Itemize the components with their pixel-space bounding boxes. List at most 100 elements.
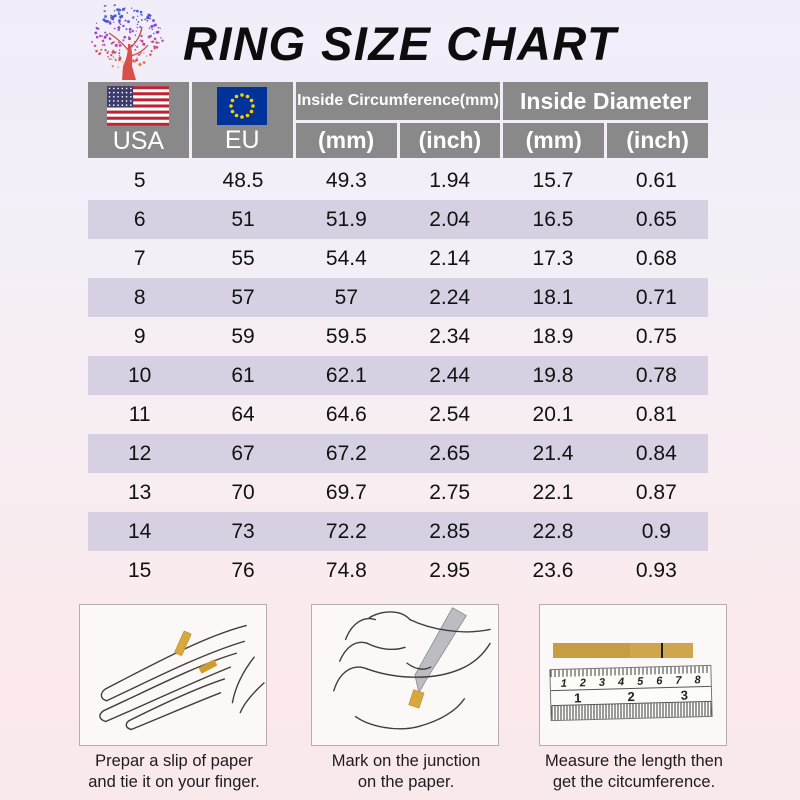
table-cell: 2.75 [429, 480, 471, 504]
ruler-inch-ticks [551, 700, 712, 721]
table-row: 14 73 72.2 2.85 22.8 0.9 [88, 512, 708, 551]
table-cell: 73 [231, 519, 255, 543]
eu-label: EU [224, 126, 260, 154]
marking-pen-illustration [333, 607, 491, 730]
table-cell: 9 [133, 324, 146, 348]
tree-trunk [122, 44, 136, 80]
size-table-rows: 5 48.5 49.3 1.94 15.7 0.61 6 51 51.9 2.04 16.5 0.65… [88, 161, 708, 590]
size-table-header: USA EU Inside Circumference(mm) Inside D… [88, 82, 708, 158]
table-cell: 2.14 [429, 246, 471, 270]
table-cell: 0.75 [635, 324, 677, 348]
table-cell: 18.9 [532, 324, 574, 348]
paper-strip-marked [408, 689, 425, 709]
table-cell: 13 [127, 480, 152, 504]
column-header-eu: EU [191, 82, 293, 158]
tree-logo-icon [90, 4, 165, 80]
table-cell: 10 [127, 363, 152, 387]
junction-mark [660, 643, 663, 658]
table-cell: 2.54 [429, 402, 471, 426]
table-cell: 0.81 [635, 402, 677, 426]
table-cell: 0.68 [635, 246, 677, 270]
table-row: 5 48.5 49.3 1.94 15.7 0.61 [88, 161, 708, 200]
ruler-number: 7 [675, 674, 682, 687]
table-cell: 2.85 [429, 519, 471, 543]
table-cell: 2.95 [429, 558, 471, 582]
column-header-circumference-inch: (inch) [399, 123, 501, 158]
table-cell: 22.8 [532, 519, 574, 543]
table-cell: 2.04 [429, 207, 471, 231]
ruler-number: 3 [680, 687, 689, 703]
table-cell: 12 [127, 441, 152, 465]
table-cell: 51.9 [325, 207, 367, 231]
table-cell: 59.5 [325, 324, 367, 348]
caption-line: on the paper. [357, 773, 455, 791]
ruler-number: 2 [627, 688, 635, 704]
table-cell: 22.1 [532, 480, 574, 504]
ruler-number: 4 [617, 675, 625, 688]
table-cell: 69.7 [325, 480, 367, 504]
table-cell: 5 [133, 168, 146, 192]
table-cell: 59 [231, 324, 255, 348]
column-header-circumference: Inside Circumference(mm) [295, 82, 501, 120]
table-cell: 2.24 [429, 285, 471, 309]
table-cell: 74.8 [325, 558, 367, 582]
column-header-diameter-mm: (mm) [503, 123, 605, 158]
table-cell: 49.3 [325, 168, 367, 192]
table-row: 7 55 54.4 2.14 17.3 0.68 [88, 239, 708, 278]
table-row: 8 57 57 2.24 18.1 0.71 [88, 278, 708, 317]
table-cell: 2.65 [429, 441, 471, 465]
ruler-number: 6 [656, 674, 663, 687]
table-cell: 17.3 [532, 246, 574, 270]
table-cell: 20.1 [532, 402, 574, 426]
table-cell: 15 [127, 558, 152, 582]
table-cell: 57 [334, 285, 358, 309]
table-cell: 21.4 [532, 441, 574, 465]
instruction-box-mark [311, 604, 499, 746]
table-cell: 0.65 [635, 207, 677, 231]
column-header-circumference-mm: (mm) [295, 123, 397, 158]
table-row: 15 76 74.8 2.95 23.6 0.93 [88, 551, 708, 590]
table-cell: 0.93 [635, 558, 677, 582]
table-cell: 23.6 [532, 558, 574, 582]
table-cell: 8 [133, 285, 146, 309]
table-cell: 7 [133, 246, 146, 270]
ruler-number: 1 [560, 677, 568, 690]
table-cell: 19.8 [532, 363, 574, 387]
table-cell: 51 [231, 207, 255, 231]
table-row: 10 61 62.1 2.44 19.8 0.78 [88, 356, 708, 395]
table-cell: 55 [231, 246, 255, 270]
column-header-diameter: Inside Diameter [503, 82, 708, 120]
table-cell: 0.9 [641, 519, 671, 543]
table-cell: 1.94 [429, 168, 471, 192]
table-cell: 64.6 [325, 402, 367, 426]
ruler-number: 3 [598, 676, 606, 689]
table-row: 6 51 51.9 2.04 16.5 0.65 [88, 200, 708, 239]
caption-measure: Measure the length then get the citcumfe… [519, 751, 749, 793]
page-title: RING SIZE CHART [183, 17, 618, 70]
table-cell: 72.2 [325, 519, 367, 543]
caption-line: get the citcumference. [552, 773, 716, 791]
table-row: 13 70 69.7 2.75 22.1 0.87 [88, 473, 708, 512]
table-cell: 2.34 [429, 324, 471, 348]
ruler-number: 1 [573, 689, 582, 705]
table-cell: 0.78 [635, 363, 677, 387]
measured-paper-strip [553, 643, 693, 658]
ruler-number: 2 [579, 676, 587, 689]
column-header-diameter-inch: (inch) [607, 123, 708, 158]
usa-label: USA [112, 127, 165, 155]
table-cell: 62.1 [325, 363, 367, 387]
table-cell: 76 [231, 558, 255, 582]
caption-line: Mark on the junction [331, 752, 481, 770]
table-cell: 2.44 [429, 363, 471, 387]
table-cell: 48.5 [222, 168, 264, 192]
caption-mark: Mark on the junction on the paper. [291, 751, 521, 793]
pen-icon [414, 607, 467, 694]
table-cell: 0.87 [635, 480, 677, 504]
tree-branches [108, 26, 149, 57]
table-cell: 67.2 [325, 441, 367, 465]
ruler-number: 5 [637, 675, 644, 688]
table-cell: 70 [231, 480, 255, 504]
table-cell: 0.84 [635, 441, 677, 465]
